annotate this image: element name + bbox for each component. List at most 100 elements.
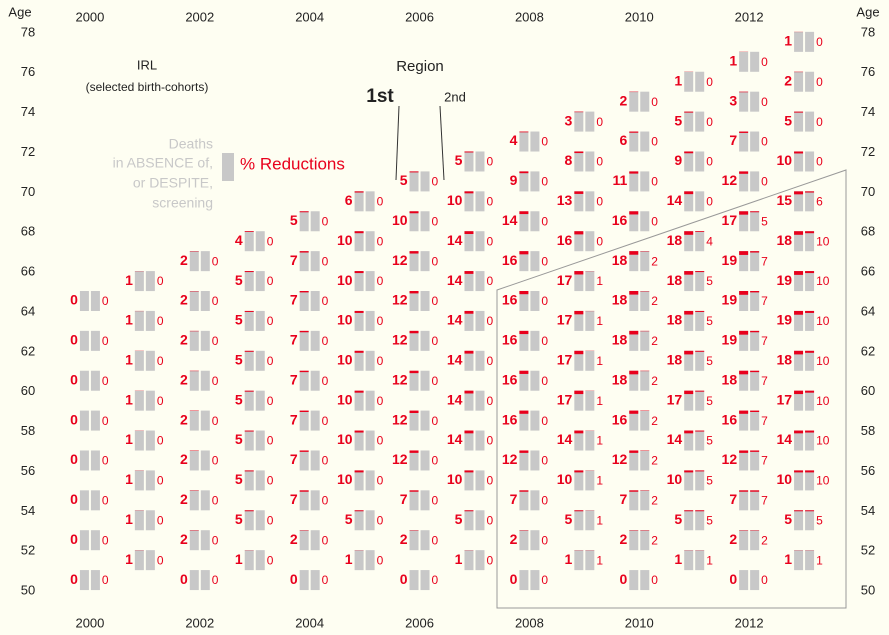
bar-background [629,171,639,192]
bar-background [794,271,804,292]
bar-background [695,430,705,451]
first-value: 17 [557,352,573,368]
bar-background [695,550,705,571]
reduction-bar [409,330,419,334]
first-value: 17 [557,312,573,328]
bar-background [530,450,540,471]
first-value: 7 [729,491,737,507]
legend-gray: or DESPITE, [133,175,213,191]
bar-background [750,51,760,72]
bar-background [354,350,364,371]
second-value: 0 [486,434,493,448]
first-value: 10 [447,471,463,487]
second-value: 0 [267,234,274,248]
second-value: 1 [596,553,603,567]
bar-background [585,191,595,212]
bar-background [365,231,375,252]
bar-background [464,191,474,212]
bar-background [475,510,485,531]
bar-background [585,350,595,371]
second-value: 0 [706,75,713,89]
bar-background [310,370,320,391]
first-value: 17 [722,212,738,228]
first-value: 7 [290,332,298,348]
bar-background [805,390,815,411]
bar-background [475,231,485,252]
bar-background [585,310,595,331]
bar-background [574,271,584,292]
bar-background [420,330,430,351]
reduction-bar [519,131,529,133]
bar-background [684,191,694,212]
reduction-bar [739,330,749,335]
bar-background [794,191,804,212]
second-value: 0 [706,115,713,129]
bar-background [695,390,705,411]
bar-background [739,490,749,511]
first-value: 18 [776,352,792,368]
bar-background [255,310,265,331]
bar-background [90,490,100,511]
first-value: 17 [776,391,792,407]
bar-background [189,291,199,311]
second-value: 0 [541,294,548,308]
bar-background [310,570,320,591]
first-value: 12 [392,332,408,348]
reduction-bar [684,271,694,275]
first-value: 19 [722,252,738,268]
first-value: 16 [502,252,518,268]
bar-background [365,271,375,292]
second-value: 2 [651,494,658,508]
y-tick-label: 78 [21,24,35,39]
bar-background [475,310,485,331]
bar-background [464,151,474,172]
first-value: 1 [235,551,243,567]
bar-background [739,131,749,152]
x-tick-label: 2002 [185,9,214,24]
second-value: 0 [377,274,384,288]
first-value: 10 [557,471,573,487]
second-value: 0 [102,334,109,348]
reduction-bar [519,450,529,453]
x-tick-label: 2010 [625,9,654,24]
first-value: 17 [557,391,573,407]
first-value: 0 [729,571,737,587]
reduction-bar [794,390,804,395]
second-value: 0 [102,374,109,388]
bar-background [299,291,309,311]
bar-background [354,191,364,212]
bar-background [519,570,529,591]
bar-background [420,370,430,391]
bar-background [409,570,419,591]
bar-background [739,91,749,112]
reduction-bar [684,231,694,235]
bar-background [464,510,474,531]
second-value: 0 [541,533,548,547]
x-tick-label: 2006 [405,615,434,630]
bar-background [805,231,815,252]
first-value: 7 [290,491,298,507]
bar-background [805,31,815,52]
second-value: 0 [102,414,109,428]
first-value: 1 [125,272,133,288]
first-value: 18 [667,232,683,248]
bar-background [189,251,199,272]
bar-background [299,370,309,391]
reduction-bar [464,470,474,473]
reduction-bar [244,470,254,472]
reduction-bar [629,410,639,414]
reduction-bar [794,111,804,113]
x-tick-label: 2012 [735,615,764,630]
first-value: 5 [235,431,243,447]
bar-background [244,550,254,571]
first-value: 18 [612,252,628,268]
first-value: 18 [722,371,738,387]
reduction-bar [574,390,584,395]
reduction-bar [684,151,694,154]
second-value: 10 [816,354,830,368]
first-value: 1 [125,352,133,368]
bar-background [739,251,749,272]
bar-background [310,530,320,551]
reduction-bar [629,490,639,492]
bar-background [519,330,529,351]
